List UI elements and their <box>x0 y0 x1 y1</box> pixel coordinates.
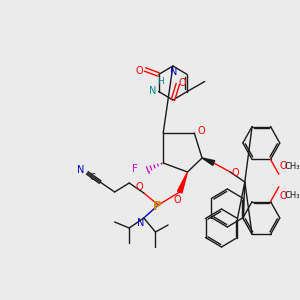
Text: N: N <box>170 67 178 77</box>
Text: CH₃: CH₃ <box>285 191 300 200</box>
Polygon shape <box>178 172 188 193</box>
Polygon shape <box>202 158 215 165</box>
Text: O: O <box>135 182 143 192</box>
Text: P: P <box>153 200 162 212</box>
Text: CH₃: CH₃ <box>285 162 300 171</box>
Text: O: O <box>174 195 182 205</box>
Text: N: N <box>77 165 84 175</box>
Text: O: O <box>280 191 287 201</box>
Text: O: O <box>197 126 205 136</box>
Text: F: F <box>132 164 138 174</box>
Text: ıı: ıı <box>147 169 150 175</box>
Text: N: N <box>137 218 145 228</box>
Text: O: O <box>179 78 186 88</box>
Text: O: O <box>231 168 239 178</box>
Text: O: O <box>280 161 287 171</box>
Text: N: N <box>149 85 157 95</box>
Text: C: C <box>89 172 95 182</box>
Text: O: O <box>135 65 143 76</box>
Text: H: H <box>157 77 164 86</box>
